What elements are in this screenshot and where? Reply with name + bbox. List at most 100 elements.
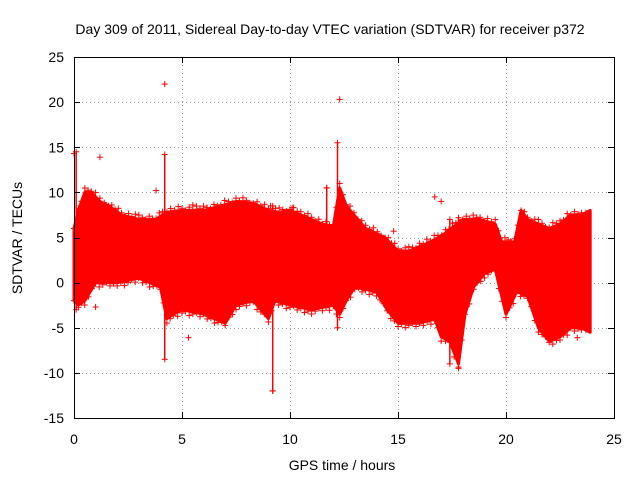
band-lower-marker [549,341,556,348]
band-upper-marker [466,215,473,222]
band-upper-marker [405,243,412,250]
spike-end-marker [334,324,341,331]
band-lower-marker [250,298,257,305]
band-lower-marker [197,313,203,320]
band-upper-marker [146,213,153,220]
band-upper-marker [308,214,315,221]
band-upper-marker [118,209,125,216]
band-lower-marker [174,313,181,320]
band-upper-marker [505,236,512,243]
band-lower-marker [182,308,189,315]
band-lower-marker [409,320,416,327]
band-upper-marker [108,201,115,208]
band-lower-marker [347,294,354,301]
band-upper-marker [366,226,373,233]
band-upper-marker [125,210,132,217]
outlier-point [189,202,196,209]
band-upper-marker [121,212,128,219]
band-upper-marker [456,219,463,226]
outlier-point [185,334,192,341]
spike-end-marker [334,139,341,146]
band-upper-marker [470,212,477,219]
band-lower-marker [103,279,110,286]
band-upper-marker [167,205,174,212]
band-upper-marker [283,208,290,215]
band-lower-marker [117,279,124,286]
band-lower-marker [461,311,468,318]
band-upper-marker [459,216,466,223]
band-lower-marker [395,323,401,330]
y-tick-label: -10 [44,365,64,381]
band-lower-marker [254,306,261,313]
band-lower-marker [398,321,405,328]
band-upper-marker [438,232,445,239]
band-lower-marker [431,317,438,324]
band-lower-marker [557,337,563,344]
band-upper-marker [78,198,85,205]
band-upper-marker [549,219,556,226]
band-lower-marker [513,288,520,295]
band-lower-marker [125,279,131,286]
band-lower-marker [517,293,524,300]
band-upper-marker [398,248,405,255]
band-lower-marker [434,324,441,331]
spike-end-marker [455,214,462,221]
band-lower-marker [499,298,506,305]
band-lower-marker [283,305,290,312]
band-lower-marker [531,317,538,324]
band-upper-marker [564,210,571,217]
band-upper-marker [567,211,574,218]
band-upper-marker [480,217,487,224]
band-lower-marker [222,322,229,329]
y-tick-label: 20 [48,94,64,110]
band-lower-marker [402,324,409,331]
band-lower-marker [369,290,376,297]
band-upper-marker [254,198,261,205]
band-upper-marker [420,240,427,247]
band-upper-marker [179,205,185,212]
band-upper-marker [477,214,484,221]
band-lower-marker [535,329,542,336]
x-tick-label: 20 [498,431,514,447]
spike-end-marker [455,365,462,372]
band-upper-marker [142,216,149,223]
band-upper-marker [501,234,508,241]
band-upper-marker [105,202,112,209]
band-lower-marker [160,299,167,306]
band-lower-marker [442,338,449,345]
band-lower-marker [582,327,589,334]
band-upper-marker [374,228,381,235]
band-lower-marker [170,312,177,319]
band-upper-marker [413,245,419,252]
band-lower-marker [92,280,99,287]
band-lower-marker [333,311,340,318]
spike-end-marker [161,356,168,363]
band-upper-marker [217,201,224,208]
band-lower-marker [470,286,477,293]
band-lower-marker [265,318,272,325]
chart-title: Day 309 of 2011, Sidereal Day-to-day VTE… [75,21,584,37]
band-upper-marker [463,213,470,220]
data-layer [71,81,592,394]
band-upper-marker [492,216,499,223]
band-upper-marker [193,203,200,210]
band-lower-marker [405,322,412,329]
outlier-point [574,334,581,341]
band-lower-marker [366,291,373,298]
outlier-point [92,303,99,310]
band-lower-marker [326,307,333,314]
band-lower-marker [466,300,473,307]
band-upper-marker [339,191,346,198]
band-upper-marker [88,188,95,195]
band-upper-marker [362,222,369,229]
band-upper-marker [370,224,377,231]
band-upper-marker [135,212,142,219]
band-upper-marker [395,245,401,252]
band-upper-marker [402,244,409,251]
band-upper-marker [276,204,283,211]
band-lower-marker [135,275,142,282]
band-upper-marker [186,204,193,211]
band-lower-marker [204,315,211,322]
band-upper-marker [442,226,449,233]
band-upper-marker [297,208,304,215]
